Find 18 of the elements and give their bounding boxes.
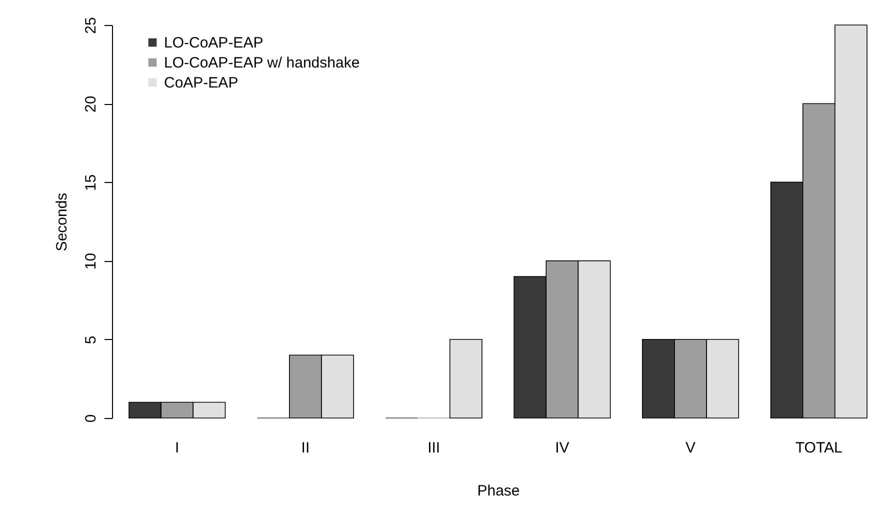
y-tick-label: 25 [82, 17, 100, 34]
x-tick-label: TOTAL [795, 440, 842, 456]
bar [449, 339, 482, 418]
x-tick-label: IV [555, 440, 570, 456]
x-tick-label: III [428, 440, 440, 456]
legend-label: LO-CoAP-EAP [164, 34, 264, 52]
x-axis-title: Phase [477, 482, 520, 500]
x-tick-label: I [175, 440, 180, 456]
y-tick-label: 5 [82, 336, 100, 344]
y-tick-label: 0 [82, 414, 100, 423]
x-tick-label: II [301, 440, 310, 456]
y-tick-label: 10 [82, 252, 100, 270]
legend-label: CoAP-EAP [164, 74, 238, 92]
y-tick-label: 20 [82, 96, 100, 112]
x-tick-label: V [686, 440, 696, 456]
legend-label: LO-CoAP-EAP w/ handshake [164, 54, 360, 72]
y-tick-label: 15 [82, 174, 100, 192]
y-axis-title: Seconds [54, 192, 70, 252]
